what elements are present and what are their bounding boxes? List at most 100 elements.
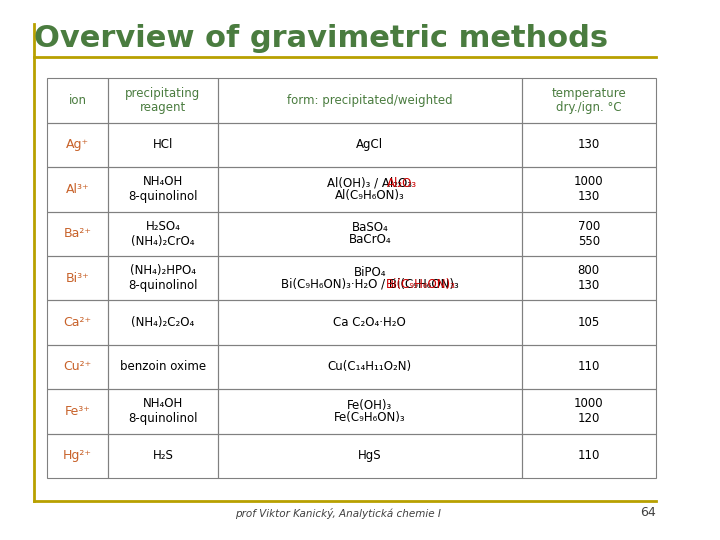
Text: 105: 105 xyxy=(577,316,600,329)
Text: H₂S: H₂S xyxy=(153,449,174,462)
Bar xyxy=(48,78,108,123)
Bar xyxy=(522,78,656,123)
Bar xyxy=(108,212,217,256)
Bar xyxy=(217,123,522,167)
Text: precipitating
reagent: precipitating reagent xyxy=(125,86,201,114)
Bar xyxy=(108,300,217,345)
Text: 1000
120: 1000 120 xyxy=(574,397,603,426)
Text: (NH₄)₂C₂O₄: (NH₄)₂C₂O₄ xyxy=(131,316,194,329)
Text: Al³⁺: Al³⁺ xyxy=(66,183,89,196)
Bar xyxy=(522,123,656,167)
Bar xyxy=(217,300,522,345)
Text: Hg²⁺: Hg²⁺ xyxy=(63,449,92,462)
Bar xyxy=(108,123,217,167)
Text: Al(C₉H₆ON)₃: Al(C₉H₆ON)₃ xyxy=(335,189,405,202)
Bar xyxy=(522,123,656,167)
Bar xyxy=(48,300,108,345)
Bar xyxy=(522,434,656,478)
Text: Cu(C₁₄H₁₁O₂N): Cu(C₁₄H₁₁O₂N) xyxy=(328,360,412,373)
Bar xyxy=(217,345,522,389)
Bar xyxy=(522,167,656,212)
Text: BaCrO₄: BaCrO₄ xyxy=(348,233,391,246)
Text: Cu²⁺: Cu²⁺ xyxy=(63,360,92,373)
Bar xyxy=(48,300,108,345)
Text: 110: 110 xyxy=(577,360,600,373)
Text: Fe(OH)₃: Fe(OH)₃ xyxy=(347,399,392,412)
Text: Ca C₂O₄·H₂O: Ca C₂O₄·H₂O xyxy=(333,316,406,329)
Bar xyxy=(522,256,656,300)
Bar xyxy=(108,389,217,434)
Bar xyxy=(522,300,656,345)
Bar xyxy=(108,345,217,389)
Text: BiPO₄: BiPO₄ xyxy=(354,266,386,279)
Bar xyxy=(522,345,656,389)
Bar xyxy=(217,212,522,256)
Text: Ba²⁺: Ba²⁺ xyxy=(64,227,91,240)
Bar xyxy=(108,256,217,300)
Bar xyxy=(108,300,217,345)
Text: Bi(C₉H₆ON)₃·H₂O / Bi(C₉H₆ON)₃: Bi(C₉H₆ON)₃·H₂O / Bi(C₉H₆ON)₃ xyxy=(281,278,459,291)
Bar xyxy=(522,434,656,478)
Text: Al(OH)₃ / Al₂O₃: Al(OH)₃ / Al₂O₃ xyxy=(328,177,413,190)
Bar xyxy=(48,256,108,300)
Bar xyxy=(217,212,522,256)
Bar xyxy=(217,167,522,212)
Bar xyxy=(108,345,217,389)
Bar xyxy=(217,434,522,478)
Bar xyxy=(48,78,108,123)
Bar xyxy=(217,389,522,434)
Text: 130: 130 xyxy=(577,138,600,151)
Bar xyxy=(108,212,217,256)
Bar xyxy=(217,167,522,212)
Bar xyxy=(48,212,108,256)
Text: (NH₄)₂HPO₄
8-quinolinol: (NH₄)₂HPO₄ 8-quinolinol xyxy=(128,264,198,292)
Text: HgS: HgS xyxy=(358,449,382,462)
Bar xyxy=(522,78,656,123)
Bar xyxy=(48,167,108,212)
Text: BaSO₄: BaSO₄ xyxy=(351,221,388,234)
Bar xyxy=(217,389,522,434)
Bar xyxy=(108,167,217,212)
Bar xyxy=(48,389,108,434)
Bar xyxy=(217,123,522,167)
Bar xyxy=(48,123,108,167)
Text: Bi(C₉H₆ON)₃: Bi(C₉H₆ON)₃ xyxy=(385,278,455,291)
Bar xyxy=(48,167,108,212)
Text: 110: 110 xyxy=(577,449,600,462)
Bar xyxy=(522,212,656,256)
Text: Ca²⁺: Ca²⁺ xyxy=(63,316,91,329)
Bar xyxy=(108,434,217,478)
Text: form: precipitated/weighted: form: precipitated/weighted xyxy=(287,94,453,107)
Text: AgCl: AgCl xyxy=(356,138,383,151)
Text: 700
550: 700 550 xyxy=(577,220,600,248)
Bar xyxy=(108,78,217,123)
Bar xyxy=(217,78,522,123)
Bar xyxy=(48,434,108,478)
Bar xyxy=(522,167,656,212)
Bar xyxy=(522,389,656,434)
Bar xyxy=(217,300,522,345)
Bar xyxy=(108,434,217,478)
Text: NH₄OH
8-quinolinol: NH₄OH 8-quinolinol xyxy=(128,176,198,203)
Bar xyxy=(48,123,108,167)
Text: ion: ion xyxy=(68,94,86,107)
Text: Ag⁺: Ag⁺ xyxy=(66,138,89,151)
Bar xyxy=(522,389,656,434)
Bar xyxy=(108,256,217,300)
Bar xyxy=(48,434,108,478)
Text: temperature
dry./ign. °C: temperature dry./ign. °C xyxy=(552,86,626,114)
Text: Overview of gravimetric methods: Overview of gravimetric methods xyxy=(34,24,608,53)
Text: benzoin oxime: benzoin oxime xyxy=(120,360,206,373)
Text: 1000
130: 1000 130 xyxy=(574,176,603,203)
Bar xyxy=(48,389,108,434)
Bar xyxy=(522,300,656,345)
Bar xyxy=(522,345,656,389)
Text: Fe³⁺: Fe³⁺ xyxy=(65,405,91,418)
Text: HCl: HCl xyxy=(153,138,173,151)
Bar xyxy=(48,212,108,256)
Text: Bi³⁺: Bi³⁺ xyxy=(66,272,89,285)
Bar xyxy=(108,123,217,167)
Text: Fe(C₉H₆ON)₃: Fe(C₉H₆ON)₃ xyxy=(334,411,405,424)
Bar xyxy=(217,256,522,300)
Bar xyxy=(217,256,522,300)
